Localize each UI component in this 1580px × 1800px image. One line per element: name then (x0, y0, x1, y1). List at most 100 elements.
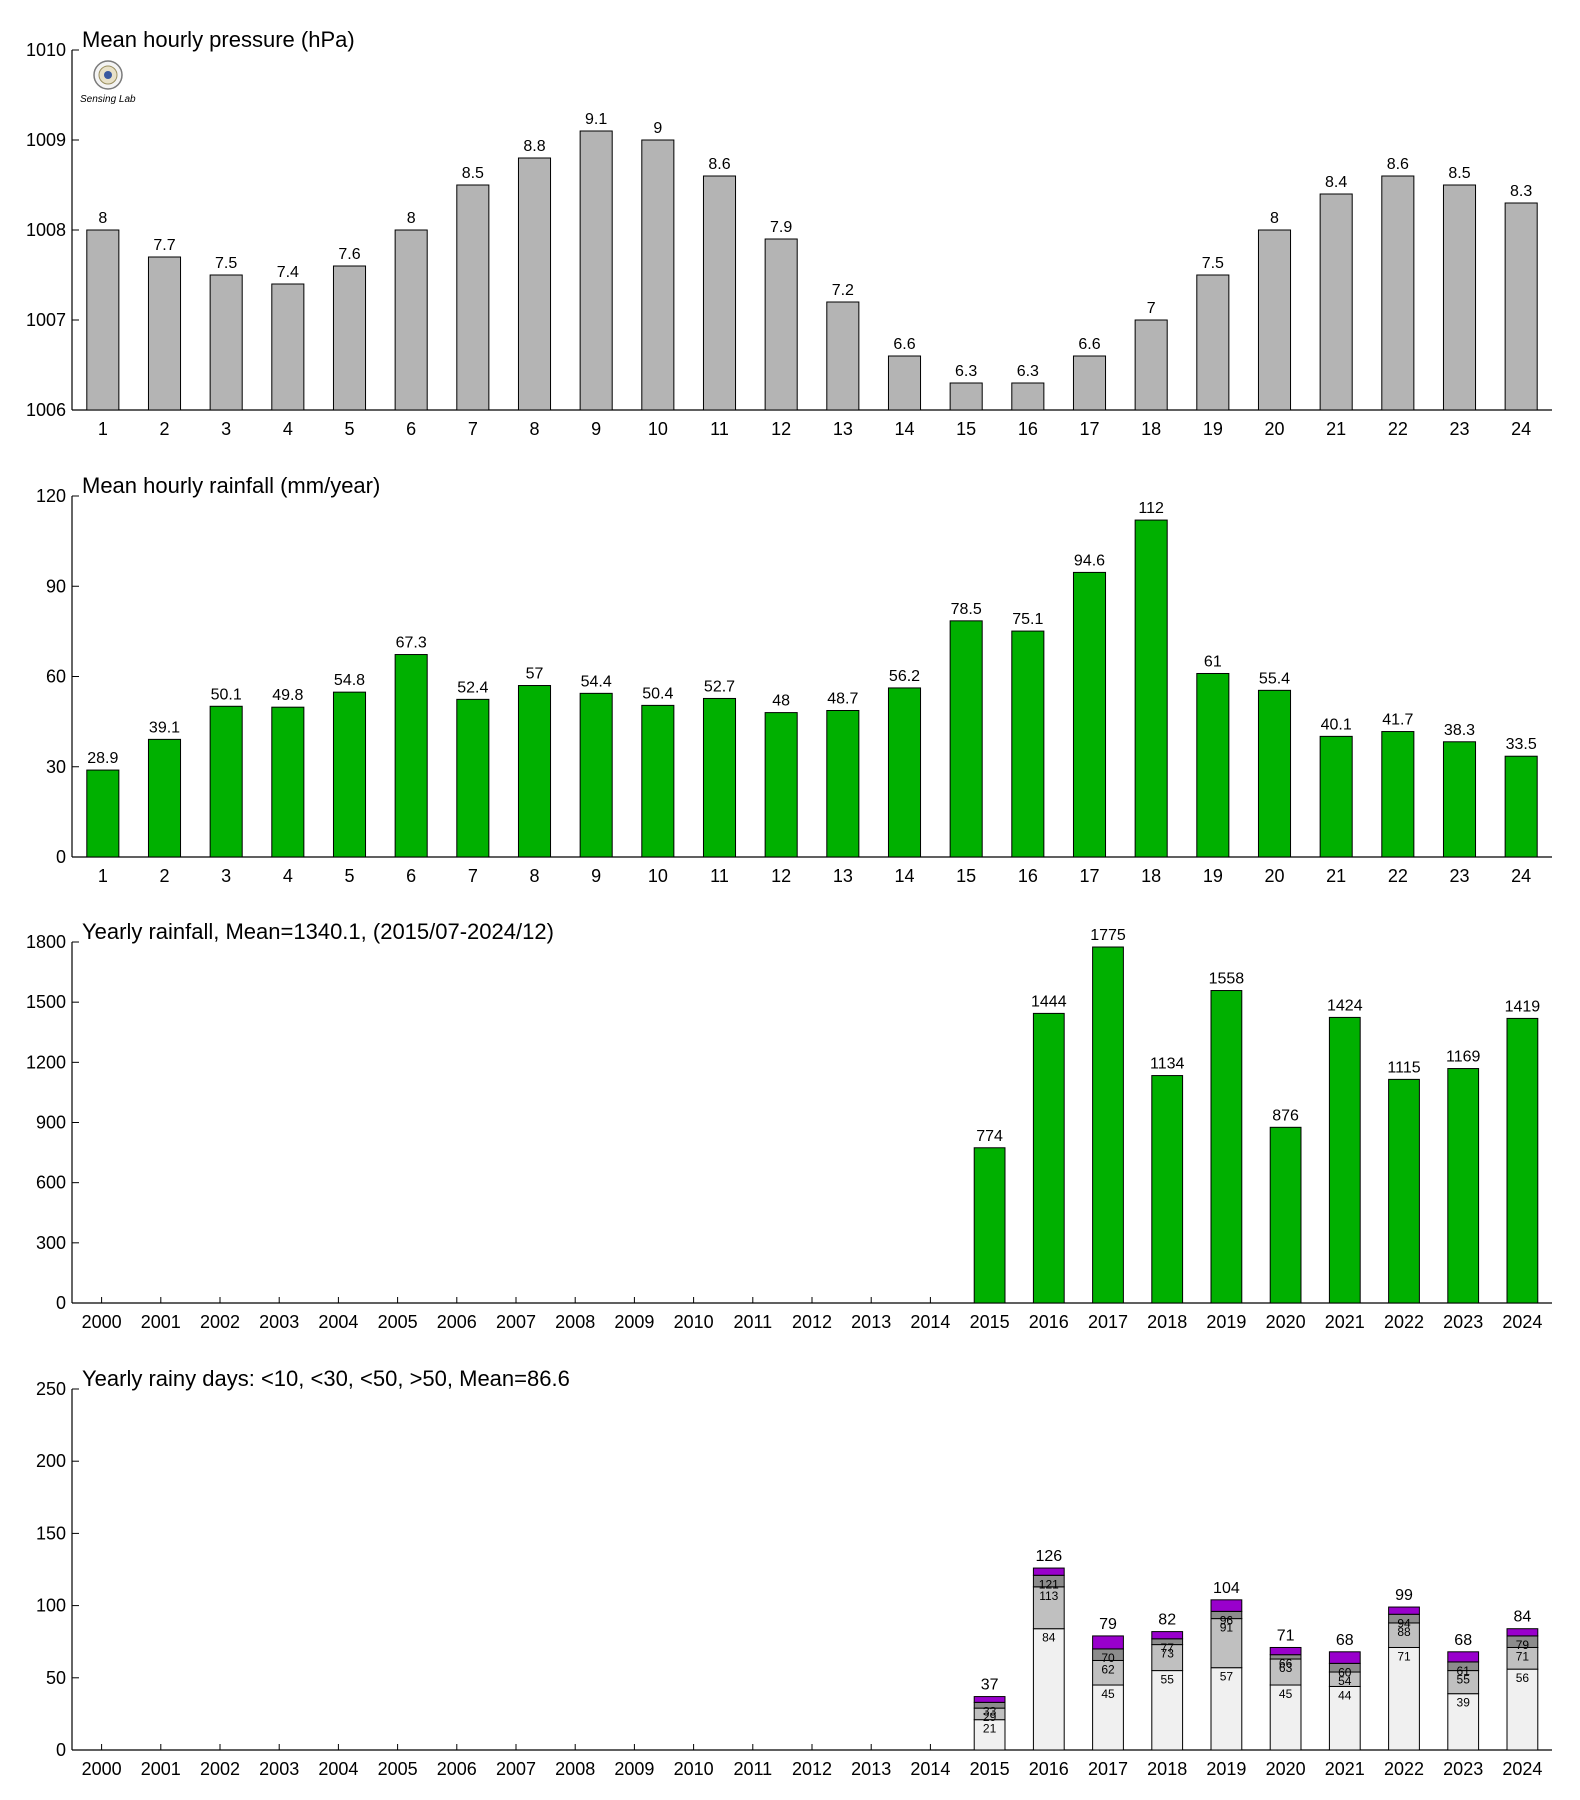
x-tick-label: 2011 (733, 1312, 772, 1332)
bar-value-label: 7.7 (153, 237, 175, 254)
bar-value-label: 67.3 (396, 635, 427, 652)
segment-value-label: 57 (1220, 1670, 1234, 1684)
x-tick-label: 18 (1141, 866, 1161, 886)
lab-logo: Sensing Lab (80, 60, 136, 105)
x-tick-label: 2016 (1029, 1759, 1069, 1779)
bar-value-label: 8.5 (1448, 165, 1470, 182)
chart-title: Mean hourly pressure (hPa) (82, 27, 355, 52)
bar-segment-lt30 (1210, 1618, 1243, 1669)
x-tick-label: 5 (344, 866, 354, 886)
x-tick-label: 8 (529, 419, 539, 439)
bar-value-label: 6.3 (955, 363, 977, 380)
x-tick-label: 2006 (437, 1312, 477, 1332)
x-tick-label: 6 (406, 866, 416, 886)
bar-segment-total (1151, 1631, 1184, 1640)
bar-value-label: 40.1 (1321, 716, 1352, 733)
bar-value-label: 33.5 (1506, 736, 1537, 753)
segment-value-label: 54 (1338, 1674, 1352, 1688)
bar-value-label: 41.7 (1382, 712, 1413, 729)
bar-value-label: 1775 (1090, 927, 1126, 944)
bar-value-label: 55.4 (1259, 670, 1290, 687)
bar (456, 698, 490, 858)
bar (702, 175, 737, 411)
bar-value-label: 876 (1272, 1107, 1299, 1124)
y-tick-label: 900 (36, 1113, 66, 1133)
bar-segment-total (1447, 1651, 1480, 1663)
bar (209, 274, 243, 411)
segment-value-label: 33 (983, 1704, 997, 1718)
x-tick-label: 19 (1203, 419, 1223, 439)
x-tick-label: 16 (1018, 419, 1038, 439)
bar (949, 382, 983, 411)
bar (1134, 519, 1168, 858)
bar (456, 184, 490, 411)
bar-value-label: 7.9 (770, 219, 792, 236)
bar (86, 769, 120, 858)
segment-value-label: 62 (1101, 1662, 1115, 1676)
y-tick-label: 150 (36, 1523, 66, 1543)
x-tick-label: 2012 (792, 1312, 832, 1332)
bar-value-label: 48 (772, 693, 790, 710)
x-tick-label: 9 (591, 866, 601, 886)
bar (887, 687, 922, 858)
x-tick-label: 22 (1388, 866, 1408, 886)
chart-title: Mean hourly rainfall (mm/year) (82, 473, 380, 498)
x-tick-label: 1 (98, 419, 108, 439)
chart-panel-2: Mean hourly rainfall (mm/year)0306090120… (36, 473, 1552, 886)
bar-segment-total (973, 1696, 1006, 1703)
y-tick-label: 0 (56, 1740, 66, 1760)
x-tick-label: 2014 (910, 1759, 950, 1779)
x-tick-label: 20 (1264, 419, 1284, 439)
bar (579, 692, 613, 858)
x-tick-label: 10 (648, 866, 668, 886)
bar-value-label: 8 (98, 210, 107, 227)
bar-value-label: 61 (1204, 653, 1222, 670)
segment-value-label: 77 (1161, 1641, 1175, 1655)
segment-value-label: 88 (1397, 1625, 1411, 1639)
bar-value-label: 7.5 (1202, 255, 1224, 272)
bar-value-label: 49.8 (272, 687, 303, 704)
x-tick-label: 2012 (792, 1759, 832, 1779)
x-tick-label: 2008 (555, 1312, 595, 1332)
bar-total-label: 68 (1336, 1632, 1354, 1649)
x-tick-label: 8 (529, 866, 539, 886)
x-tick-label: 19 (1203, 866, 1223, 886)
bar-segment-total (1269, 1646, 1302, 1656)
y-tick-label: 30 (46, 757, 66, 777)
bar (1072, 571, 1107, 858)
segment-value-label: 91 (1220, 1621, 1234, 1635)
x-tick-label: 2023 (1443, 1312, 1483, 1332)
x-tick-label: 22 (1388, 419, 1408, 439)
x-tick-label: 2014 (910, 1312, 950, 1332)
x-tick-label: 2010 (674, 1312, 714, 1332)
bar-value-label: 39.1 (149, 719, 180, 736)
x-tick-label: 2 (159, 866, 169, 886)
x-tick-label: 2013 (851, 1759, 891, 1779)
bar-total-label: 37 (981, 1677, 999, 1694)
bar-segment-lt10 (1151, 1670, 1184, 1751)
bar-segment-lt10 (1032, 1628, 1065, 1751)
bar-value-label: 8 (1270, 210, 1279, 227)
y-tick-label: 600 (36, 1173, 66, 1193)
bar-value-label: 1424 (1327, 997, 1363, 1014)
x-tick-label: 18 (1141, 419, 1161, 439)
bar (517, 685, 552, 858)
bar (1447, 1068, 1480, 1304)
x-tick-label: 2008 (555, 1759, 595, 1779)
y-tick-label: 50 (46, 1668, 66, 1688)
x-tick-label: 24 (1511, 419, 1531, 439)
bar-total-label: 79 (1099, 1616, 1117, 1633)
bar (1134, 319, 1168, 411)
bar (1257, 689, 1292, 858)
x-tick-label: 13 (833, 866, 853, 886)
bar (1381, 175, 1415, 411)
x-tick-label: 2015 (970, 1759, 1010, 1779)
x-tick-label: 2009 (614, 1759, 654, 1779)
x-tick-label: 2020 (1266, 1759, 1306, 1779)
bar (1011, 630, 1045, 858)
x-tick-label: 12 (771, 419, 791, 439)
x-tick-label: 2018 (1147, 1312, 1187, 1332)
segment-value-label: 70 (1101, 1651, 1115, 1665)
bar-value-label: 94.6 (1074, 552, 1105, 569)
bar (973, 1147, 1006, 1304)
